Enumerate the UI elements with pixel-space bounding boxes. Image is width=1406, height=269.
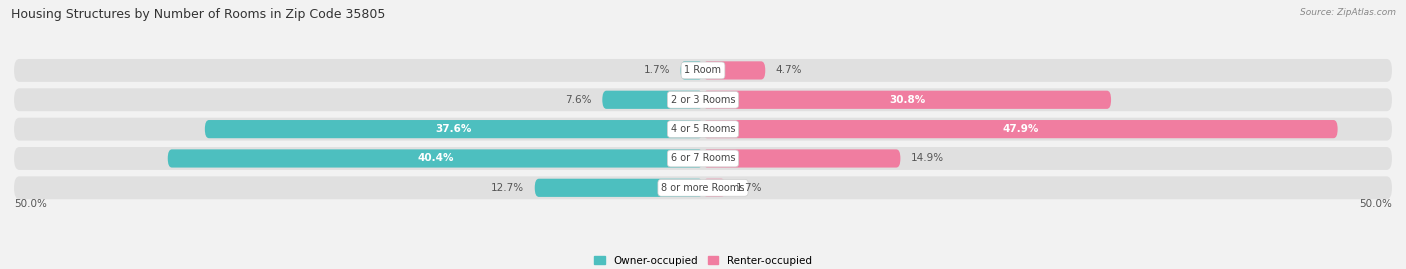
FancyBboxPatch shape [14,59,1392,82]
Text: Source: ZipAtlas.com: Source: ZipAtlas.com [1301,8,1396,17]
FancyBboxPatch shape [14,88,1392,111]
FancyBboxPatch shape [534,179,703,197]
Text: 2 or 3 Rooms: 2 or 3 Rooms [671,95,735,105]
Text: Housing Structures by Number of Rooms in Zip Code 35805: Housing Structures by Number of Rooms in… [11,8,385,21]
FancyBboxPatch shape [14,176,1392,199]
Text: 30.8%: 30.8% [889,95,925,105]
FancyBboxPatch shape [167,149,703,168]
FancyBboxPatch shape [703,179,725,197]
FancyBboxPatch shape [703,120,1337,138]
FancyBboxPatch shape [681,61,703,80]
Text: 50.0%: 50.0% [1360,199,1392,209]
FancyBboxPatch shape [205,120,703,138]
FancyBboxPatch shape [14,118,1392,141]
Text: 4.7%: 4.7% [776,65,803,75]
Legend: Owner-occupied, Renter-occupied: Owner-occupied, Renter-occupied [595,256,811,266]
Text: 1 Room: 1 Room [685,65,721,75]
Text: 14.9%: 14.9% [911,154,945,164]
Text: 50.0%: 50.0% [14,199,46,209]
Text: 7.6%: 7.6% [565,95,592,105]
Text: 37.6%: 37.6% [436,124,472,134]
Text: 6 or 7 Rooms: 6 or 7 Rooms [671,154,735,164]
FancyBboxPatch shape [703,149,900,168]
FancyBboxPatch shape [602,91,703,109]
Text: 4 or 5 Rooms: 4 or 5 Rooms [671,124,735,134]
Text: 40.4%: 40.4% [418,154,454,164]
Text: 1.7%: 1.7% [737,183,762,193]
FancyBboxPatch shape [14,147,1392,170]
Text: 1.7%: 1.7% [644,65,669,75]
FancyBboxPatch shape [703,91,1111,109]
FancyBboxPatch shape [703,61,765,80]
Text: 12.7%: 12.7% [491,183,524,193]
Text: 8 or more Rooms: 8 or more Rooms [661,183,745,193]
Text: 47.9%: 47.9% [1002,124,1039,134]
